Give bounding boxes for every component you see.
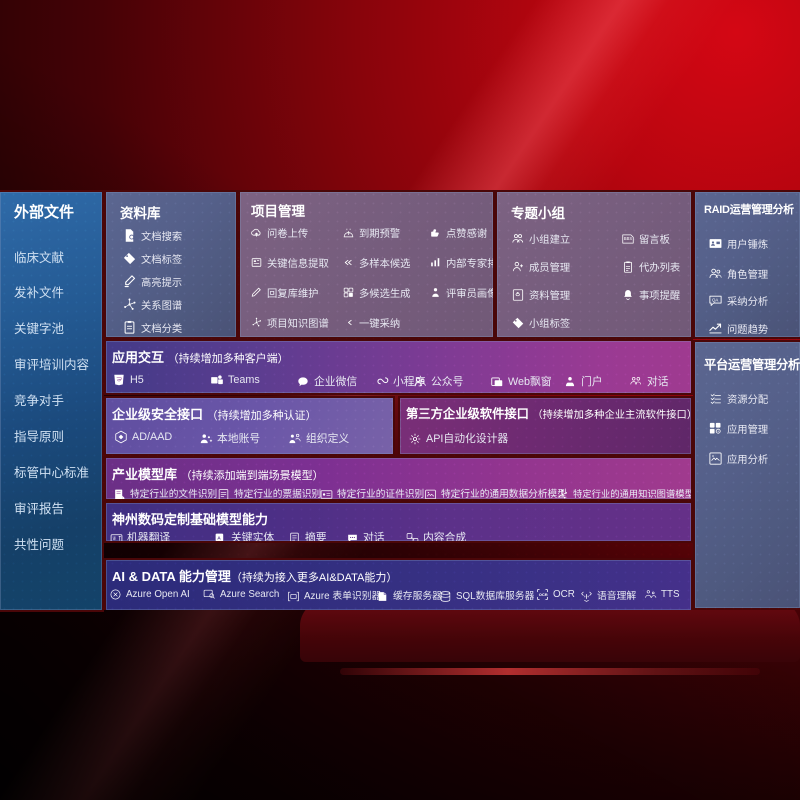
svg-text:QA: QA [712, 297, 718, 302]
svg-text:BBS: BBS [624, 236, 632, 241]
svg-text:A: A [217, 535, 221, 541]
svg-text:OCR: OCR [539, 592, 548, 597]
svg-text:译: 译 [112, 535, 116, 540]
